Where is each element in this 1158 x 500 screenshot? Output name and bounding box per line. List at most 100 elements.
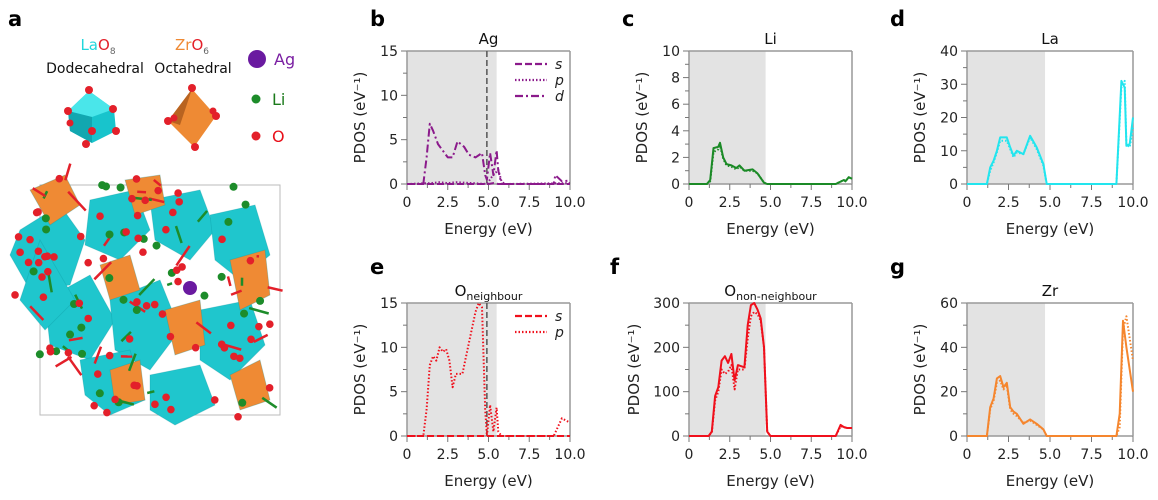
bond [93,261,113,281]
o-atom [44,267,52,276]
y-tick-label: 60 [940,296,958,312]
shaded-region [407,51,497,184]
x-tick-label: 7.5 [518,195,540,211]
series-total [967,319,1134,437]
o-atom [266,320,274,329]
series-p [407,302,571,437]
bond [138,278,156,296]
y-tick-label: 0 [949,177,958,193]
o-atom [175,198,183,206]
o-atom [255,322,263,331]
y-axis-label: PDOS (eV⁻¹) [351,324,369,416]
o-atom [103,408,111,417]
o-atom [133,381,141,390]
bond [195,321,212,335]
x-tick-label: 7.5 [800,447,822,463]
li-atom [240,309,249,318]
x-axis-label: Energy (eV) [1006,472,1094,490]
bond [248,306,270,315]
zro6-polyhedron [109,359,146,406]
li-atom [229,182,238,191]
chart-title: Oneighbour [455,282,523,303]
y-tick-label: 40 [940,44,958,60]
y-tick-label: 40 [940,340,958,356]
chart-b: b Ag 0 2.5 5.0 7.5 10.0 0 5 10 15 Energy (eV) PDOS (… [351,7,586,238]
series-dotted [967,79,1134,185]
o-atom [227,321,235,330]
y-tick-label: 4 [671,124,680,140]
zro6-count: 6 [203,47,209,57]
lao8-shape: Dodecahedral [46,61,144,77]
o-atom [24,258,33,267]
shaded-region [407,303,497,436]
o-atom [96,212,104,221]
chart-title-main: O [724,282,736,300]
panel-label-f: f [610,255,620,279]
x-tick-label: 7.5 [1080,195,1102,211]
o-atom [236,354,244,363]
li-atom [217,272,226,281]
bond [67,190,87,212]
o-atom [174,277,182,286]
o-sphere-icon [251,131,261,141]
bond [174,225,183,244]
li-atom [35,350,44,359]
y-axis-label: PDOS (eV⁻¹) [625,324,643,416]
o-atom [46,344,54,352]
y-tick-label: 10 [380,88,398,104]
zro6-oxygen: O [191,36,203,54]
chart-f: f Onon-neighbour 0 2.5 5.0 7.5 10.0 0 100 200 300 E… [610,255,868,490]
o-atom [32,208,41,217]
x-tick-label: 10.0 [836,195,867,211]
li-atom [200,291,209,300]
chart-title-main: Li [764,30,777,48]
o-atom [166,332,175,341]
shaded-region [967,303,1046,436]
zro6-formula: ZrO6 [175,36,209,57]
y-axis-label: PDOS (eV⁻¹) [633,72,651,164]
bond [175,245,191,267]
li-atom [52,347,61,356]
o-atom [84,258,92,267]
x-axis-label: Energy (eV) [444,220,532,238]
o-atom [217,340,226,349]
chart-title: Li [764,30,777,48]
zro6-shape: Octahedral [154,61,231,77]
li-atom [119,295,128,304]
o-atom [265,384,274,392]
chart-title-main: Ag [479,30,499,48]
o-atom [16,248,24,257]
x-tick-label: 0 [963,447,972,463]
o-atom [162,393,170,402]
bond [67,355,83,376]
bond [93,346,103,365]
li-atom [116,183,125,192]
o-atom [11,291,19,299]
y-tick-label: 0 [949,429,958,445]
x-tick-label: 0 [403,447,412,463]
lao8-oxygen: O [98,36,110,54]
chart-title-main: Zr [1042,282,1059,300]
x-tick-label: 0 [403,195,412,211]
o-atom [154,186,162,195]
bond [226,276,232,287]
x-tick-label: 2.5 [719,195,741,211]
legend-li: Li [251,90,285,109]
o-atom [105,351,114,360]
x-tick-label: 2.5 [719,447,741,463]
o-atom [64,348,73,357]
o-atom [134,234,142,243]
zro6-element: Zr [175,36,192,54]
x-tick-label: 7.5 [800,195,822,211]
bond [64,163,72,181]
y-tick-label: 10 [380,340,398,356]
zro6-polyhedron [99,254,141,301]
li-atom [29,267,38,276]
o-atom [90,401,98,410]
o-atom [55,174,64,183]
y-axis-label: PDOS (eV⁻¹) [911,72,929,164]
chart-title: Ag [479,30,499,48]
bond [267,286,283,292]
